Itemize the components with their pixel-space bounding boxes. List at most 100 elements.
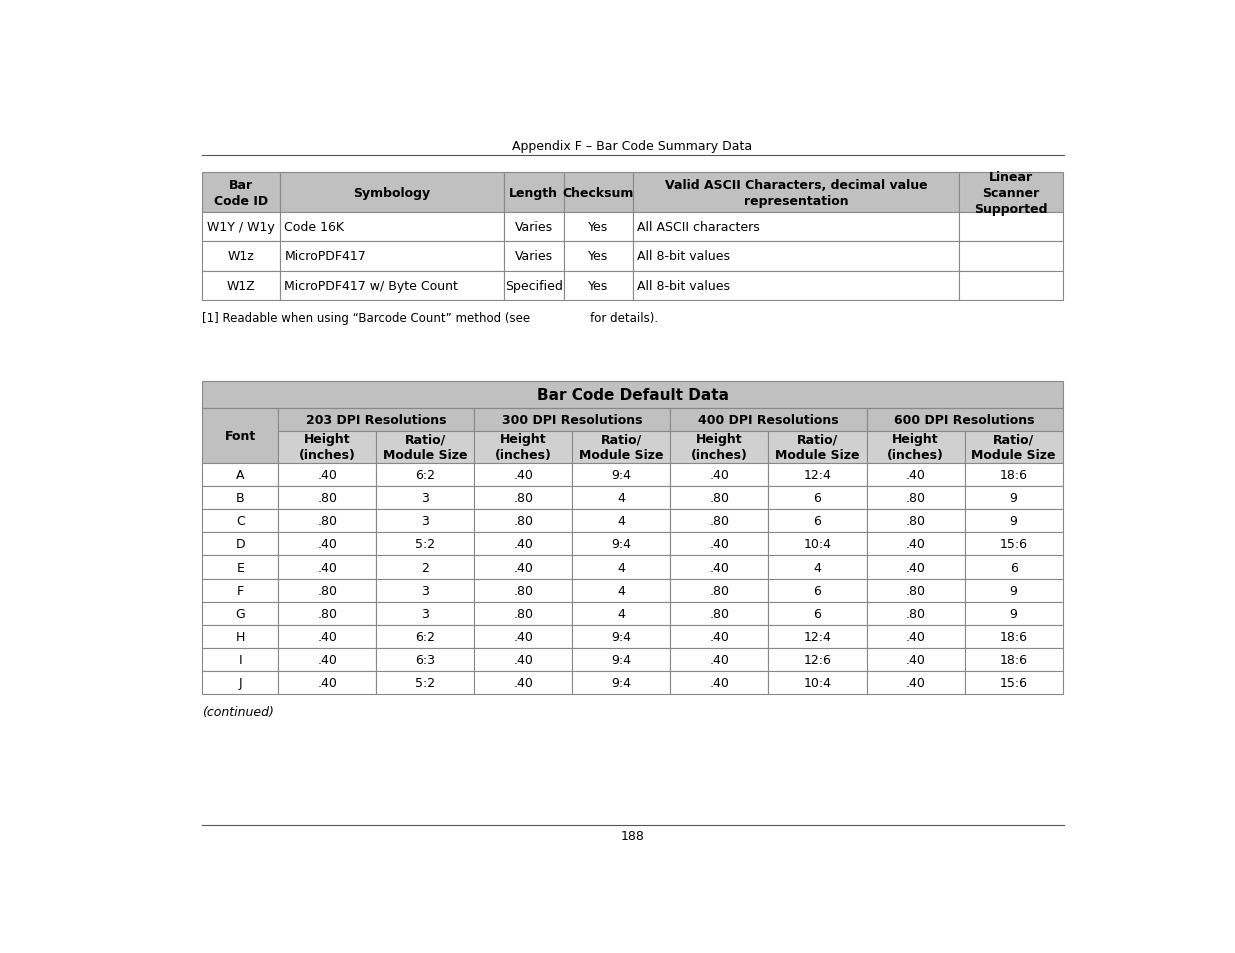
Text: .40: .40 (905, 537, 925, 551)
Bar (474, 602, 572, 625)
Text: E: E (236, 561, 245, 574)
Text: .40: .40 (905, 677, 925, 689)
Bar (965, 533, 1062, 556)
Bar (203, 533, 278, 556)
Text: .40: .40 (905, 653, 925, 666)
Bar (278, 671, 377, 695)
Bar (768, 510, 867, 533)
Text: Yes: Yes (588, 251, 609, 263)
Bar (867, 408, 1062, 432)
Text: 12:6: 12:6 (804, 653, 831, 666)
Bar (474, 463, 572, 487)
Text: Specified: Specified (505, 279, 563, 293)
Bar (867, 533, 965, 556)
Bar (572, 625, 671, 648)
Text: Bar
Code ID: Bar Code ID (214, 178, 268, 208)
Bar (768, 625, 867, 648)
Bar (671, 463, 768, 487)
Text: 18:6: 18:6 (999, 630, 1028, 643)
Text: .40: .40 (317, 630, 337, 643)
Bar (867, 432, 965, 463)
Bar (377, 579, 474, 602)
Text: .80: .80 (905, 607, 925, 620)
Bar (960, 172, 1062, 213)
Text: Ratio/
Module Size: Ratio/ Module Size (972, 433, 1056, 462)
Bar (671, 648, 768, 671)
Text: .40: .40 (514, 630, 534, 643)
Text: Code 16K: Code 16K (284, 221, 345, 233)
Text: 2: 2 (421, 561, 430, 574)
Text: W1Y / W1y: W1Y / W1y (207, 221, 275, 233)
Bar (377, 432, 474, 463)
Text: G: G (236, 607, 246, 620)
Bar (474, 510, 572, 533)
Text: 3: 3 (421, 492, 430, 505)
Text: 4: 4 (618, 607, 625, 620)
Bar (671, 510, 768, 533)
Bar (278, 556, 377, 579)
Bar (671, 487, 768, 510)
Text: (continued): (continued) (203, 705, 274, 719)
Bar (572, 463, 671, 487)
Bar (572, 579, 671, 602)
Text: Ratio/
Module Size: Ratio/ Module Size (383, 433, 468, 462)
Text: .40: .40 (514, 561, 534, 574)
Bar (867, 602, 965, 625)
Text: 3: 3 (421, 515, 430, 528)
Bar (504, 213, 563, 242)
Bar (504, 272, 563, 300)
Bar (671, 625, 768, 648)
Bar (377, 487, 474, 510)
Bar (203, 408, 278, 463)
Bar (203, 172, 280, 213)
Bar (671, 602, 768, 625)
Bar (965, 625, 1062, 648)
Bar (278, 648, 377, 671)
Bar (504, 172, 563, 213)
Text: All 8-bit values: All 8-bit values (637, 279, 730, 293)
Bar (377, 671, 474, 695)
Bar (203, 579, 278, 602)
Text: 9: 9 (1010, 515, 1018, 528)
Text: MicroPDF417: MicroPDF417 (284, 251, 367, 263)
Text: 10:4: 10:4 (804, 677, 831, 689)
Bar (280, 272, 504, 300)
Bar (572, 648, 671, 671)
Bar (965, 510, 1062, 533)
Text: Ratio/
Module Size: Ratio/ Module Size (776, 433, 860, 462)
Text: 9:4: 9:4 (611, 677, 631, 689)
Bar (965, 671, 1062, 695)
Text: 15:6: 15:6 (999, 677, 1028, 689)
Text: .40: .40 (709, 677, 730, 689)
Bar (572, 533, 671, 556)
Bar (203, 382, 1062, 408)
Text: Font: Font (225, 430, 256, 442)
Text: Height
(inches): Height (inches) (887, 433, 944, 462)
Text: .40: .40 (317, 677, 337, 689)
Bar (278, 487, 377, 510)
Text: 6: 6 (814, 607, 821, 620)
Text: 3: 3 (421, 584, 430, 597)
Bar (563, 172, 632, 213)
Bar (671, 671, 768, 695)
Bar (278, 432, 377, 463)
Text: 6: 6 (814, 584, 821, 597)
Text: 18:6: 18:6 (999, 469, 1028, 481)
Text: Linear
Scanner
Supported: Linear Scanner Supported (974, 171, 1047, 215)
Text: 4: 4 (618, 515, 625, 528)
Text: Yes: Yes (588, 279, 609, 293)
Bar (377, 625, 474, 648)
Bar (203, 556, 278, 579)
Text: 5:2: 5:2 (415, 677, 435, 689)
Text: All ASCII characters: All ASCII characters (637, 221, 760, 233)
Text: .40: .40 (514, 469, 534, 481)
Bar (280, 242, 504, 272)
Bar (377, 533, 474, 556)
Bar (671, 579, 768, 602)
Text: W1z: W1z (227, 251, 254, 263)
Text: .80: .80 (317, 515, 337, 528)
Bar (377, 510, 474, 533)
Text: 12:4: 12:4 (804, 630, 831, 643)
Text: 400 DPI Resolutions: 400 DPI Resolutions (698, 414, 839, 426)
Bar (671, 432, 768, 463)
